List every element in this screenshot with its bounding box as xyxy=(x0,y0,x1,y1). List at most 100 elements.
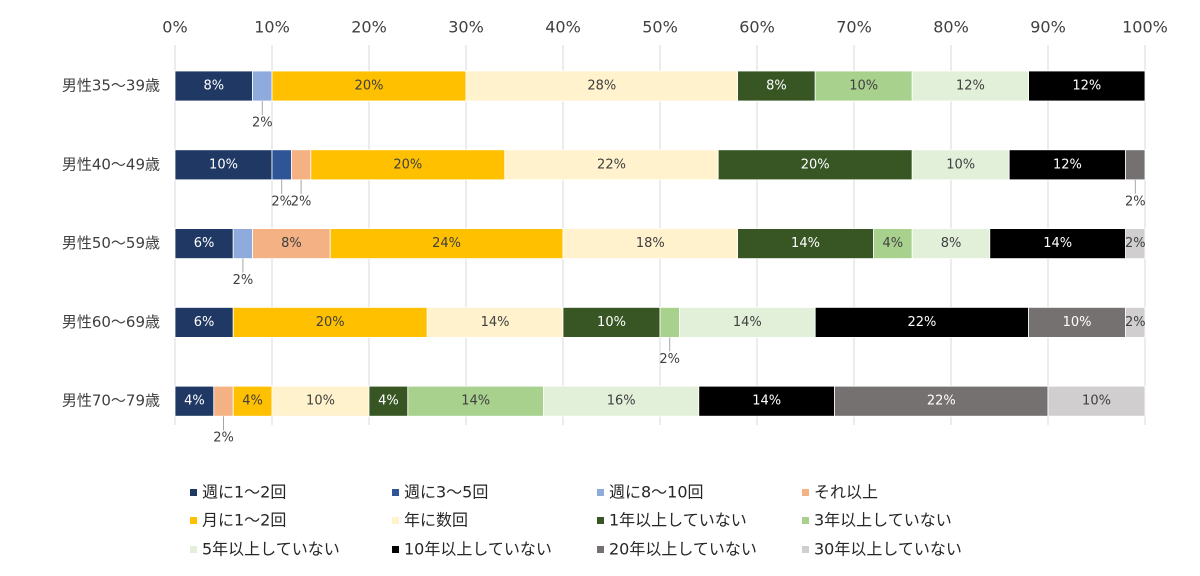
legend-label: 週に3～5回 xyxy=(404,483,488,502)
legend-marker xyxy=(802,546,809,553)
legend-marker xyxy=(597,546,604,553)
value-label: 22% xyxy=(907,315,936,330)
value-label: 12% xyxy=(1053,157,1082,172)
value-label: 2% xyxy=(271,194,292,209)
value-label: 8% xyxy=(766,79,787,94)
value-label: 2% xyxy=(1125,194,1146,209)
value-label: 10% xyxy=(1082,394,1111,409)
bar-segment xyxy=(989,228,1126,260)
bar-segment xyxy=(543,385,700,417)
legend-label: 5年以上していない xyxy=(202,540,340,559)
legend-label: 30年以上していない xyxy=(814,540,962,559)
value-label: 4% xyxy=(242,394,263,409)
legend-marker xyxy=(392,517,399,524)
bar-segment xyxy=(911,228,991,260)
y-tick-label: 男性40～49歳 xyxy=(62,155,160,173)
x-tick-label: 10% xyxy=(254,18,290,37)
bar-segment xyxy=(504,149,719,181)
x-tick-label: 100% xyxy=(1122,18,1168,37)
bar-segment xyxy=(679,306,816,338)
legend-marker xyxy=(392,546,399,553)
value-label: 4% xyxy=(882,236,903,251)
bar-segment xyxy=(368,385,409,417)
x-tick-label: 20% xyxy=(351,18,387,37)
value-label: 16% xyxy=(607,394,636,409)
legend-marker xyxy=(392,489,399,496)
value-label: 2% xyxy=(659,352,680,367)
legend-marker xyxy=(802,489,809,496)
bar-segment xyxy=(174,70,253,102)
legend-label: 年に数回 xyxy=(404,511,468,530)
legend-label: 20年以上していない xyxy=(609,540,757,559)
bar-segment xyxy=(562,306,661,338)
value-label: 22% xyxy=(927,394,956,409)
bar-segment xyxy=(814,70,913,102)
bar-segment xyxy=(232,306,428,338)
bar-segment xyxy=(911,149,1010,181)
bar-segment xyxy=(252,70,273,102)
bar-segment xyxy=(465,70,739,102)
x-tick-label: 30% xyxy=(448,18,484,37)
bar-segment xyxy=(1008,149,1127,181)
value-label: 20% xyxy=(316,315,345,330)
legend-marker xyxy=(190,517,197,524)
legend-label: 週に1～2回 xyxy=(202,483,286,502)
value-label: 20% xyxy=(801,157,830,172)
y-tick-label: 男性60～69歳 xyxy=(62,313,160,331)
bar-segment xyxy=(174,228,234,260)
bar-segment xyxy=(426,306,564,338)
bar-segment xyxy=(310,149,506,181)
legend-label: 月に1～2回 xyxy=(202,511,286,530)
y-tick-label: 男性70～79歳 xyxy=(62,392,160,410)
value-label: 2% xyxy=(291,194,312,209)
value-label: 4% xyxy=(378,394,399,409)
bar-segment xyxy=(717,149,913,181)
legend-marker xyxy=(597,489,604,496)
value-label: 10% xyxy=(306,394,335,409)
legend-marker xyxy=(802,517,809,524)
value-label: 2% xyxy=(233,273,254,288)
x-tick-label: 80% xyxy=(933,18,969,37)
x-tick-label: 90% xyxy=(1030,18,1066,37)
x-tick-label: 60% xyxy=(739,18,775,37)
value-label: 20% xyxy=(355,79,384,94)
value-label: 10% xyxy=(597,315,626,330)
value-label: 8% xyxy=(941,236,962,251)
bar-segment xyxy=(290,149,312,181)
value-label: 10% xyxy=(1063,315,1092,330)
bar-segment xyxy=(1125,149,1146,181)
bar-segment xyxy=(1125,228,1146,260)
bar-segment xyxy=(271,70,467,102)
bar-segment xyxy=(814,306,1030,338)
bar-segment xyxy=(213,385,234,417)
value-label: 10% xyxy=(209,157,238,172)
value-label: 24% xyxy=(432,236,461,251)
bar-segment xyxy=(1125,306,1146,338)
value-label: 12% xyxy=(956,79,985,94)
bar-segment xyxy=(407,385,544,417)
bar-segment xyxy=(834,385,1049,417)
x-tick-label: 0% xyxy=(162,18,187,37)
x-tick-label: 40% xyxy=(545,18,581,37)
value-label: 20% xyxy=(393,157,422,172)
value-label: 10% xyxy=(946,157,975,172)
legend-marker xyxy=(190,489,197,496)
bar-segment xyxy=(562,228,739,260)
value-label: 10% xyxy=(849,79,878,94)
bar-segment xyxy=(252,228,331,260)
bar-segment xyxy=(1028,70,1146,102)
value-label: 18% xyxy=(636,236,665,251)
bar-segment xyxy=(1047,385,1146,417)
y-tick-label: 男性50～59歳 xyxy=(62,234,160,252)
legend-label: 3年以上していない xyxy=(814,511,952,530)
value-label: 6% xyxy=(194,236,215,251)
bar-segment xyxy=(873,228,913,260)
bar-segment xyxy=(659,306,680,338)
bar-segment xyxy=(911,70,1030,102)
bar-segment xyxy=(737,228,874,260)
y-tick-label: 男性35～39歳 xyxy=(62,77,160,95)
value-label: 2% xyxy=(252,116,273,131)
x-tick-label: 50% xyxy=(642,18,678,37)
legend-label: 10年以上していない xyxy=(404,540,552,559)
